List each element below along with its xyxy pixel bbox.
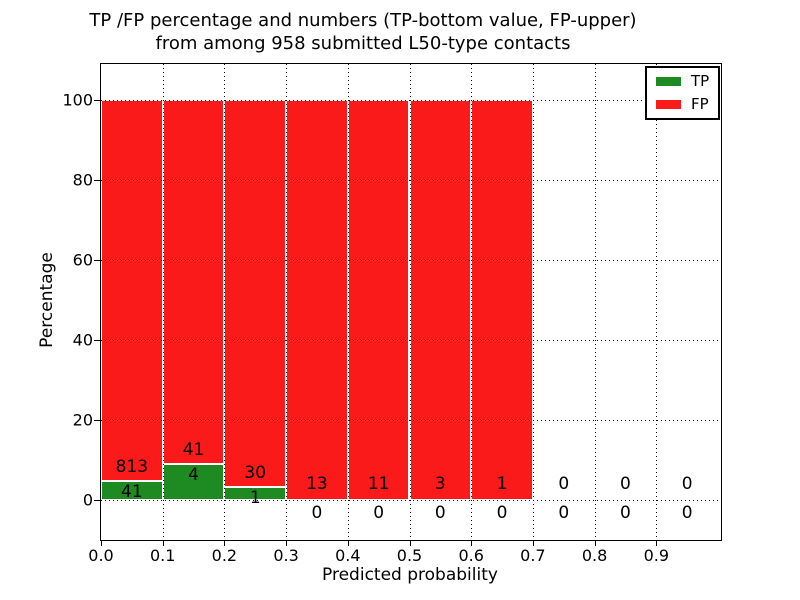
x-axis-label: Predicted probability [322, 565, 498, 585]
bar-segment-tp [101, 480, 163, 500]
bar-label-tp: 41 [121, 481, 143, 502]
y-tick-label: 60 [72, 250, 93, 270]
x-tick [409, 540, 411, 546]
bar-segment-fp [286, 100, 348, 500]
x-tick-label: 0.3 [273, 546, 299, 565]
x-tick-label: 0.7 [520, 546, 546, 565]
gridline-horizontal [101, 340, 721, 341]
bar-segment-tp [162, 464, 225, 500]
bar-label-fp: 11 [367, 474, 390, 494]
x-tick-label: 0.4 [335, 546, 361, 565]
x-tick [347, 540, 349, 546]
gridline-horizontal [101, 100, 721, 101]
y-tick [94, 500, 100, 501]
y-tick [94, 100, 100, 101]
gridline-vertical [162, 64, 164, 540]
bar-label-tp: 0 [681, 503, 693, 524]
bar-segment-fp [162, 100, 225, 465]
legend-swatch-tp [656, 77, 681, 86]
bar-label-fp: 13 [306, 474, 328, 494]
x-tick [532, 540, 534, 546]
gridline-horizontal [101, 260, 721, 261]
gridline-horizontal [101, 500, 721, 501]
bar-label-tp: 0 [434, 503, 446, 524]
bar-segment-fp [409, 100, 472, 500]
y-tick [94, 340, 100, 341]
bar-label-tp: 0 [496, 503, 508, 524]
y-tick [94, 420, 100, 421]
bar-label-tp: 1 [249, 487, 261, 508]
gridline-vertical [286, 64, 288, 540]
chart-title: TP /FP percentage and numbers (TP-bottom… [60, 9, 666, 55]
bar-label-fp: 0 [681, 474, 693, 494]
bar-label-fp: 1 [496, 474, 508, 494]
bar-segment-fp [347, 100, 410, 500]
bar-label-tp: 0 [558, 503, 570, 524]
bar-label-fp: 3 [434, 474, 446, 494]
plot-area: 813 41 41 4 30 1 13 0 11 0 3 0 1 0 0 0 0 0 0 0 0.0 0.1 0.2 0.3 0… [62, 63, 722, 565]
x-tick-label: 0.9 [643, 546, 670, 565]
x-tick-label: 0.2 [211, 546, 238, 565]
bar-label-tp: 0 [620, 503, 631, 524]
gridline-horizontal [101, 420, 721, 421]
bar-segment-fp [101, 100, 163, 481]
x-tick [656, 540, 658, 546]
legend-label-fp: FP [691, 95, 709, 113]
bar-label-tp: 0 [373, 503, 385, 524]
gridline-vertical [224, 64, 226, 540]
bar-label-tp: 4 [188, 465, 199, 486]
bar-label-fp: 41 [182, 440, 205, 461]
gridline-vertical [594, 64, 596, 540]
legend-label-tp: TP [691, 72, 710, 90]
bar-label-fp: 0 [620, 474, 631, 494]
x-tick-label: 0.6 [458, 546, 484, 565]
bar-label-fp: 30 [244, 463, 267, 484]
x-tick [471, 540, 473, 546]
x-tick [594, 540, 596, 546]
y-tick [94, 180, 100, 181]
gridline-vertical [471, 64, 473, 540]
y-tick-label: 20 [72, 410, 93, 430]
gridline-vertical [409, 64, 411, 540]
x-tick [101, 540, 102, 546]
y-tick-label: 100 [62, 90, 93, 110]
gridline-horizontal [101, 180, 721, 181]
y-tick-label: 40 [72, 330, 93, 350]
x-tick [224, 540, 226, 546]
legend-item-tp: TP [656, 74, 709, 89]
bar-label-fp: 0 [558, 474, 570, 494]
y-tick-label: 0 [82, 490, 93, 510]
bar-segment-fp [471, 100, 533, 500]
legend: TP FP [645, 66, 721, 120]
gridline-vertical [532, 64, 534, 540]
bar-label-tp: 0 [311, 503, 323, 524]
bar-segment-fp [224, 100, 287, 488]
x-tick [286, 540, 288, 546]
x-tick-label: 0.0 [88, 546, 114, 565]
legend-swatch-fp [656, 100, 681, 109]
chart-title-line2: from among 958 submitted L50-type contac… [155, 33, 571, 54]
bar-label-fp: 813 [115, 456, 149, 477]
y-tick [94, 260, 100, 261]
x-tick-label: 0.8 [581, 546, 608, 565]
y-tick-label: 80 [72, 170, 93, 190]
x-tick-label: 0.1 [149, 546, 176, 565]
x-tick [162, 540, 164, 546]
gridline-vertical [347, 64, 349, 540]
gridline-vertical [656, 64, 658, 540]
x-tick-label: 0.5 [396, 546, 423, 565]
chart-title-line1: TP /FP percentage and numbers (TP-bottom… [89, 10, 637, 31]
legend-item-fp: FP [656, 97, 709, 112]
